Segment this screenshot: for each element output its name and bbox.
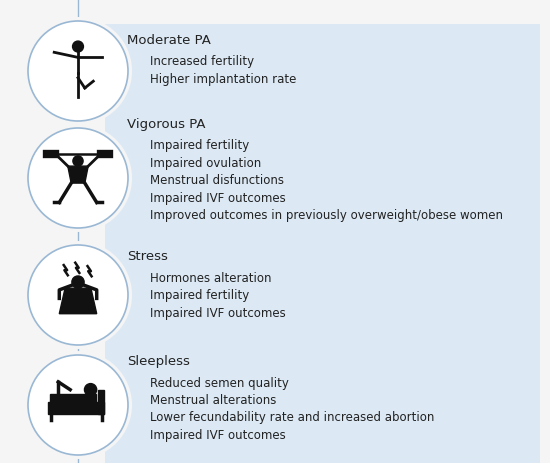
Text: Stress: Stress: [127, 250, 168, 263]
Text: Impaired ovulation: Impaired ovulation: [150, 157, 261, 170]
Text: Increased fertility: Increased fertility: [150, 55, 254, 68]
Polygon shape: [98, 390, 103, 413]
FancyBboxPatch shape: [105, 24, 540, 119]
Text: Improved outcomes in previously overweight/obese women: Improved outcomes in previously overweig…: [150, 209, 503, 223]
Text: Impaired fertility: Impaired fertility: [150, 289, 249, 302]
Circle shape: [24, 241, 132, 349]
FancyBboxPatch shape: [105, 108, 540, 248]
FancyBboxPatch shape: [105, 345, 540, 463]
Circle shape: [28, 355, 128, 455]
Circle shape: [72, 276, 84, 288]
Text: Hormones alteration: Hormones alteration: [150, 271, 272, 284]
Text: Impaired IVF outcomes: Impaired IVF outcomes: [150, 429, 286, 442]
Text: Reduced semen quality: Reduced semen quality: [150, 376, 289, 389]
Polygon shape: [50, 394, 96, 401]
Text: Impaired IVF outcomes: Impaired IVF outcomes: [150, 307, 286, 319]
Text: Menstrual disfunctions: Menstrual disfunctions: [150, 175, 284, 188]
Circle shape: [73, 156, 83, 166]
Polygon shape: [59, 288, 97, 314]
Text: Menstrual alterations: Menstrual alterations: [150, 394, 276, 407]
Polygon shape: [48, 401, 103, 413]
Text: Higher implantation rate: Higher implantation rate: [150, 73, 296, 86]
Circle shape: [24, 351, 132, 459]
Text: Impaired IVF outcomes: Impaired IVF outcomes: [150, 192, 286, 205]
Circle shape: [73, 41, 84, 52]
Text: Sleepless: Sleepless: [127, 355, 190, 368]
Polygon shape: [68, 166, 88, 183]
Circle shape: [28, 245, 128, 345]
Circle shape: [24, 17, 132, 125]
Text: Impaired fertility: Impaired fertility: [150, 139, 249, 152]
Circle shape: [85, 383, 97, 396]
FancyBboxPatch shape: [105, 240, 540, 350]
Circle shape: [24, 124, 132, 232]
Text: Vigorous PA: Vigorous PA: [127, 118, 206, 131]
Circle shape: [28, 128, 128, 228]
Text: Moderate PA: Moderate PA: [127, 33, 211, 46]
Text: Lower fecundability rate and increased abortion: Lower fecundability rate and increased a…: [150, 412, 434, 425]
Circle shape: [28, 21, 128, 121]
